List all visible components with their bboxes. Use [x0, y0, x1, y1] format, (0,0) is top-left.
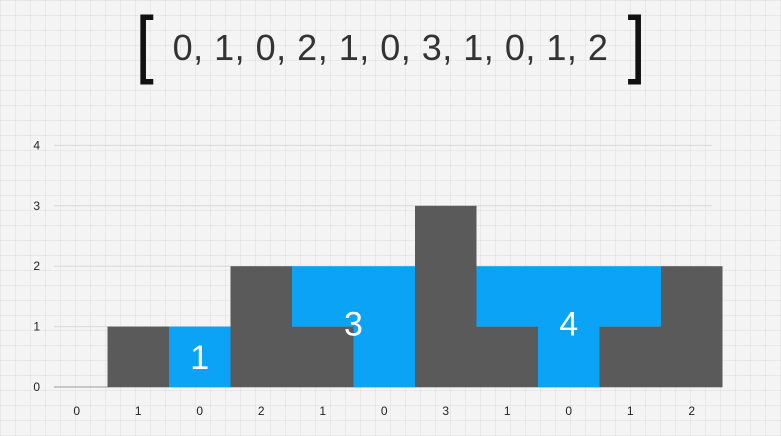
- water-cell-9: [599, 266, 661, 327]
- y-tick-label-4: 4: [33, 138, 40, 152]
- x-tick-label-7: 1: [504, 404, 511, 418]
- bar-10: [661, 266, 723, 387]
- y-tick-label-2: 2: [33, 259, 40, 273]
- x-tick-label-2: 0: [196, 404, 203, 418]
- water-total-label-1: 1: [190, 339, 209, 377]
- x-tick-label-6: 3: [442, 404, 449, 418]
- x-tick-label-5: 0: [381, 404, 388, 418]
- x-tick-label-1: 1: [135, 404, 142, 418]
- bar-7: [476, 326, 538, 387]
- water-cell-8: [538, 266, 600, 387]
- water-cell-7: [476, 266, 538, 327]
- close-bracket: ]: [621, 3, 647, 93]
- label-layer: 0 1 2 3 4 0 1 0 2 1 0 3 1 0 1 2 1 3 4: [33, 138, 695, 418]
- water-cell-5: [353, 266, 415, 387]
- bar-layer: [107, 205, 723, 387]
- array-values-text: 0, 1, 0, 2, 1, 0, 3, 1, 0, 1, 2: [172, 27, 609, 68]
- y-tick-label-0: 0: [33, 380, 40, 394]
- water-layer: [169, 266, 661, 387]
- bar-4: [292, 326, 354, 387]
- x-tick-label-4: 1: [319, 404, 326, 418]
- water-cell-2: [169, 326, 231, 387]
- x-tick-label-10: 2: [688, 404, 695, 418]
- x-tick-label-3: 2: [258, 404, 265, 418]
- water-cell-4: [292, 266, 354, 327]
- bar-1: [107, 326, 169, 387]
- x-tick-label-9: 1: [627, 404, 634, 418]
- bar-6: [415, 205, 477, 387]
- array-display: [ 0, 1, 0, 2, 1, 0, 3, 1, 0, 1, 2 ]: [0, 8, 781, 88]
- bar-3: [230, 266, 292, 387]
- y-tick-label-1: 1: [33, 320, 40, 334]
- open-bracket: [: [134, 3, 160, 93]
- water-total-label-2: 3: [344, 306, 363, 344]
- bar-9: [599, 326, 661, 387]
- y-tick-label-3: 3: [33, 199, 40, 213]
- x-tick-label-0: 0: [73, 404, 80, 418]
- water-total-label-3: 4: [559, 306, 578, 344]
- x-tick-label-8: 0: [565, 404, 572, 418]
